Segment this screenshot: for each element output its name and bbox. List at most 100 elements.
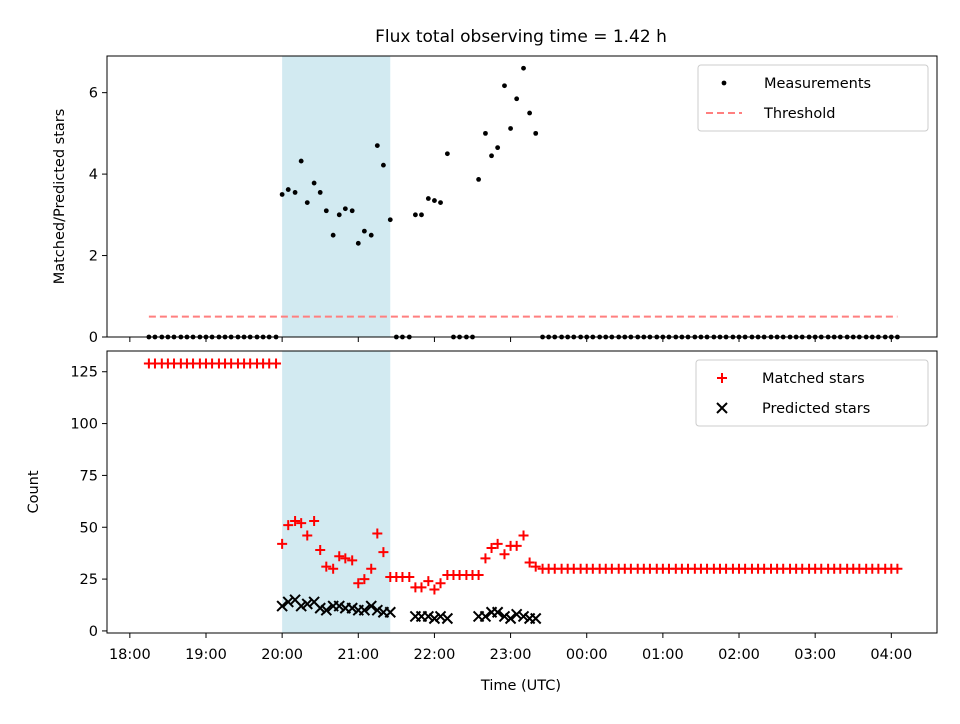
measurement-point — [361, 228, 367, 234]
bottom-axes-frame — [106, 350, 938, 634]
x-axis-label: Time (UTC) — [480, 678, 561, 694]
matched-star-point — [347, 555, 358, 566]
measurement-point — [374, 143, 380, 148]
x-tick-label: 03:00 — [794, 647, 836, 663]
measurement-point — [489, 153, 494, 159]
measurement-point — [292, 190, 298, 195]
measurement-point — [483, 130, 488, 136]
x-tick-label: 22:00 — [414, 647, 456, 663]
measurement-point — [521, 65, 526, 71]
predicted-star-point — [517, 610, 530, 623]
matched-star-point — [404, 572, 415, 583]
matched-star-point — [499, 549, 510, 560]
x-tick-label: 01:00 — [642, 647, 684, 663]
matched-star-point — [416, 582, 427, 593]
predicted-star-point — [358, 604, 371, 616]
measurement-point — [323, 208, 329, 214]
matched-star-point — [359, 574, 370, 585]
predicted-star-point — [282, 596, 294, 608]
measurement-point — [279, 192, 285, 197]
predicted-star-point — [314, 602, 326, 614]
measurement-point — [508, 126, 513, 131]
measurement-point — [387, 217, 393, 223]
matched-star-point — [429, 584, 440, 595]
measurement-point — [304, 200, 310, 206]
predicted-star-point — [365, 600, 377, 612]
measurement-point — [311, 180, 317, 186]
y-tick-label: 50 — [80, 520, 98, 536]
x-tick-label: 21:00 — [337, 647, 379, 663]
predicted-star-point — [498, 610, 511, 623]
legend-measurement-marker — [721, 80, 727, 86]
measurement-point — [419, 212, 424, 218]
y-tick-label: 6 — [89, 86, 98, 102]
predicted-star-point — [504, 612, 517, 625]
matched-star-point — [321, 561, 332, 572]
matched-star-point — [302, 530, 313, 541]
predicted-star-point — [301, 598, 313, 610]
matched-star-point — [518, 530, 529, 541]
legend-label: Predicted stars — [762, 401, 870, 417]
y-tick-label: 75 — [80, 468, 98, 484]
matched-star-point — [290, 516, 301, 527]
matched-star-point — [315, 545, 326, 556]
measurement-point — [438, 200, 443, 206]
predicted-star-point — [434, 610, 447, 623]
measurement-point — [298, 158, 304, 164]
predicted-star-point — [491, 606, 504, 618]
bottom-data-marks — [143, 358, 903, 625]
matched-star-point — [530, 561, 541, 572]
predicted-star-point — [441, 612, 454, 625]
predicted-star-point — [371, 604, 384, 616]
bottom-y-axis-label: Count — [26, 470, 42, 513]
x-tick-label: 02:00 — [718, 647, 760, 663]
measurement-point — [368, 232, 374, 238]
measurement-point — [342, 206, 348, 212]
top-axes-frame — [106, 55, 938, 338]
measurement-point — [476, 176, 481, 182]
predicted-star-point — [510, 608, 523, 621]
predicted-star-point — [333, 600, 345, 612]
matched-star-point — [435, 578, 446, 589]
bottom-x-ticks: 18:00 19:00 20:00 21:00 22:00 23:00 00:00 01:00… — [109, 633, 912, 663]
top-panel: 0 2 4 6 Matched/Predicted stars Measurement… — [52, 55, 938, 346]
x-tick-label: 00:00 — [566, 647, 608, 663]
legend-matched-marker — [717, 373, 727, 383]
measurement-point — [444, 151, 450, 157]
legend-predicted-marker — [716, 402, 728, 414]
predicted-star-point — [276, 600, 288, 612]
top-y-axis-label: Matched/Predicted stars — [52, 109, 68, 285]
legend-box — [695, 359, 929, 427]
measurement-point — [355, 240, 361, 246]
legend-box — [697, 64, 929, 132]
predicted-star-point — [346, 602, 358, 614]
matched-star-point — [473, 569, 484, 580]
x-tick-label: 23:00 — [490, 647, 532, 663]
legend-label: Matched stars — [762, 371, 865, 387]
y-tick-label: 4 — [89, 167, 98, 183]
measurement-point — [514, 96, 520, 102]
measurement-point — [330, 232, 336, 238]
measurement-point — [336, 212, 342, 218]
measurement-point — [495, 145, 501, 151]
bottom-y-ticks: 0 25 50 75 100 125 — [70, 365, 107, 640]
legend-label: Threshold — [763, 106, 835, 122]
y-tick-label: 100 — [70, 417, 98, 433]
predicted-star-point — [422, 610, 435, 623]
measurement-point — [425, 196, 431, 201]
y-tick-label: 2 — [89, 249, 98, 265]
matched-star-point — [423, 576, 434, 587]
predicted-star-point — [428, 612, 441, 625]
bottom-panel: 0 25 50 75 100 125 18:00 19:00 20:00 21:00 22:00 2… — [26, 350, 938, 663]
predicted-star-point — [295, 600, 307, 612]
measurement-point — [432, 198, 437, 203]
legend-label: Measurements — [764, 76, 871, 92]
matched-star-point — [524, 557, 535, 568]
predicted-star-point — [384, 606, 396, 618]
matched-star-point — [366, 563, 377, 574]
y-tick-label: 0 — [89, 330, 98, 346]
x-tick-label: 04:00 — [870, 647, 912, 663]
measurement-point — [349, 208, 355, 214]
chart-title: Flux total observing time = 1.42 h — [375, 27, 667, 47]
